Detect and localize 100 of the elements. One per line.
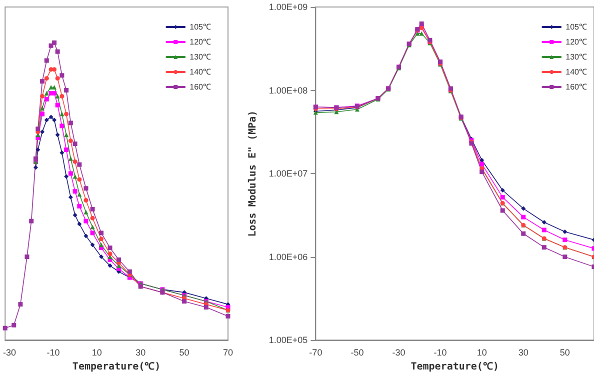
point: [562, 230, 568, 234]
point: [521, 214, 526, 220]
x-tick-label: 70: [222, 348, 234, 358]
x-tick-label: -70: [309, 348, 322, 358]
point: [108, 246, 112, 250]
legend-label: 105℃: [190, 22, 212, 32]
point: [108, 263, 112, 268]
point: [52, 90, 57, 96]
point: [542, 220, 546, 225]
y-axis-title: Loss Modulus E" (MPa): [248, 110, 258, 237]
point: [77, 162, 82, 167]
point: [64, 88, 69, 92]
point: [108, 252, 112, 256]
point: [68, 156, 73, 161]
point: [48, 114, 54, 120]
point: [2, 326, 8, 330]
point: [44, 76, 49, 81]
x-tick-label: -10: [434, 348, 447, 358]
y-tick-label: 1.00E+08: [268, 85, 308, 96]
point: [55, 102, 60, 108]
point: [55, 132, 60, 138]
point: [44, 58, 49, 63]
legend-label: 160℃: [566, 82, 588, 92]
point: [116, 257, 121, 262]
point: [44, 96, 49, 102]
x-axis-title: Temperature(℃): [410, 362, 499, 372]
point: [562, 238, 568, 242]
point: [55, 49, 60, 54]
point: [480, 170, 484, 174]
legend-label: 140℃: [566, 68, 588, 76]
point: [52, 67, 57, 72]
point: [99, 242, 104, 248]
point: [77, 204, 82, 208]
point: [64, 174, 69, 179]
point: [521, 231, 526, 236]
point: [24, 254, 30, 259]
x-axis-title: Temperature(℃): [72, 361, 161, 372]
x-tick-label: 10: [476, 348, 487, 358]
x-tick-label: -30: [392, 348, 406, 358]
point: [55, 76, 60, 81]
legend-label: 160℃: [190, 82, 212, 92]
legend-label: 120℃: [566, 38, 588, 46]
point: [84, 218, 88, 224]
point: [226, 314, 230, 318]
point: [480, 158, 484, 162]
y-tick-label: 1.00E+09: [268, 2, 308, 12]
point: [72, 212, 78, 218]
y-tick-label: 1.00E+05: [268, 335, 308, 346]
x-tick-label: -50: [350, 348, 364, 358]
point: [500, 188, 505, 193]
point: [562, 254, 568, 260]
point: [99, 236, 104, 242]
point: [90, 242, 95, 248]
legend-label: 140℃: [190, 68, 212, 76]
x-tick-label: 10: [92, 348, 102, 358]
point: [55, 94, 60, 98]
point: [52, 40, 57, 45]
point: [84, 186, 88, 191]
point: [204, 305, 208, 310]
point: [542, 245, 546, 250]
point: [90, 206, 95, 212]
point: [90, 216, 95, 220]
point: [68, 171, 73, 176]
point: [521, 206, 526, 211]
point: [72, 142, 78, 146]
point: [40, 79, 45, 84]
point: [90, 230, 95, 236]
point: [182, 299, 187, 304]
point: [33, 165, 38, 170]
x-tick-label: 50: [560, 348, 570, 358]
point: [60, 94, 64, 98]
point: [419, 31, 424, 36]
x-tick-label: 50: [179, 348, 190, 358]
point: [64, 132, 69, 138]
legend-label: 120℃: [190, 38, 212, 46]
point: [419, 21, 424, 26]
point: [99, 254, 104, 259]
point: [90, 224, 95, 230]
point: [40, 106, 45, 110]
point: [40, 130, 45, 134]
point: [52, 85, 57, 90]
point: [72, 189, 78, 194]
point: [40, 94, 45, 98]
point: [84, 234, 88, 238]
y-tick-label: 1.00E+07: [268, 168, 308, 179]
x-tick-label: -10: [46, 348, 60, 358]
y-tick-label: 1.00E+06: [268, 252, 308, 262]
point: [127, 269, 132, 274]
point: [18, 302, 23, 307]
point: [68, 195, 73, 200]
point: [500, 208, 505, 213]
point: [77, 192, 82, 197]
point: [500, 194, 505, 200]
point: [52, 118, 57, 122]
point: [60, 73, 64, 78]
point: [60, 150, 64, 155]
point: [68, 120, 73, 126]
legend-label: 130℃: [190, 52, 212, 62]
point: [77, 222, 82, 226]
point: [44, 90, 49, 96]
